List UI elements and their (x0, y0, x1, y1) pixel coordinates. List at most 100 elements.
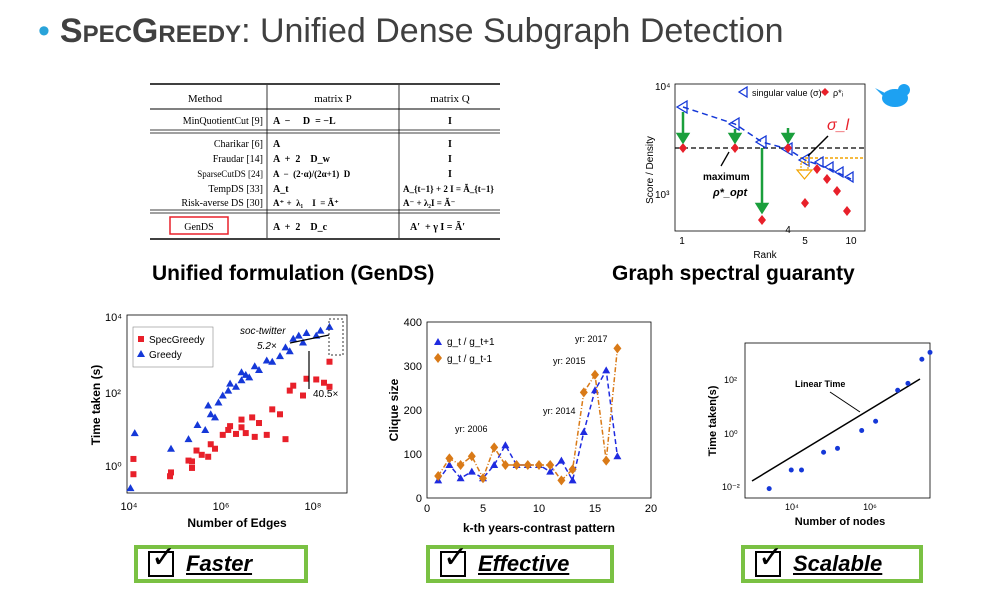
chart2-orange-point (501, 460, 510, 470)
legend-sv-label: singular value (σ) (752, 88, 822, 98)
chart3-ytick-2: 10² (724, 375, 737, 385)
chart2-orange-point (546, 460, 555, 470)
slide-title: • SpecGreedy: Unified Dense Subgraph Dete… (38, 12, 784, 51)
caption-unified: Unified formulation (GenDS) (152, 262, 435, 285)
table-q-5: A⁻ + λ₂I = Ã⁻ (403, 198, 456, 208)
rho-markers (679, 143, 851, 225)
specgreedy-point (326, 358, 333, 365)
orange-arrow-icon (795, 161, 814, 180)
specgreedy-point (168, 469, 174, 476)
chart2-xlabel: k-th years-contrast pattern (463, 521, 615, 535)
chart2-legend-orange: g_t / g_t-1 (447, 354, 492, 365)
chart2-blue-point (445, 461, 454, 468)
specgreedy-point (167, 473, 174, 480)
spectral-xtick-4: 4 (785, 225, 791, 236)
table-p-3: A − (2·α)/(2α+1) D (273, 169, 351, 179)
specgreedy-point (227, 423, 234, 430)
specgreedy-point (251, 433, 258, 440)
greedy-point (302, 328, 311, 336)
chart1-highlight-box (328, 318, 344, 356)
legend-sv-marker (737, 85, 748, 99)
chart2-ylabel: Clique size (387, 378, 401, 441)
maximum-arrow (720, 151, 730, 167)
chart2-orange-point (445, 453, 454, 464)
specgreedy-point (188, 464, 195, 471)
table-header-method: Method (188, 93, 223, 105)
chart1-xtick-1: 10⁶ (213, 501, 230, 513)
greedy-point (289, 334, 298, 342)
table-p-5: A⁺ + λ₁ I = Ã⁺ (273, 198, 339, 208)
chart2-series-line (437, 348, 619, 482)
table-q-3: I (448, 169, 452, 180)
table-header-q: matrix Q (430, 93, 469, 105)
spectral-ytick-mid: 10³ (655, 190, 670, 201)
chart3-point (788, 467, 794, 473)
chart1-xtick-2: 10⁸ (305, 501, 322, 513)
table-method-6: GenDS (184, 222, 213, 233)
maximum-label: maximum (703, 172, 750, 183)
rho-opt-label: ρ*_opt (712, 187, 748, 199)
spectral-xlabel: Rank (753, 250, 777, 261)
caption-spectral: Graph spectral guaranty (612, 262, 855, 285)
chart2-blue-point (568, 476, 577, 484)
specgreedy-point (188, 458, 195, 465)
chart3-fit-arrow (829, 391, 861, 413)
chart2-orange-point (591, 369, 599, 380)
table-q-2: I (448, 154, 452, 165)
specgreedy-point (193, 447, 200, 454)
chart3-fit-line (751, 378, 921, 482)
chart2-orange-point (557, 475, 566, 486)
formulation-table: Method matrix P matrix Q MinQuotientCut … (150, 83, 500, 240)
faster-badge: ✓ Faster (134, 543, 308, 583)
chart2-blue-point (557, 456, 566, 464)
title-rest: : Unified Dense Subgraph Detection (241, 12, 784, 50)
scalable-label: Scalable (793, 551, 883, 576)
chart1-arrow-1 (289, 334, 330, 344)
faster-check-icon: ✓ (148, 543, 176, 577)
edges-time-chart: 10⁰ 10² 10⁴ 10⁴ 10⁶ 10⁸ Number of Edges … (89, 312, 348, 530)
chart2-orange-point (613, 343, 622, 354)
greedy-point (268, 357, 277, 365)
legend-rho-label: ρ*ᵢ (833, 88, 843, 98)
chart2-orange-point (512, 460, 521, 470)
chart3-point (799, 467, 805, 473)
specgreedy-point (207, 441, 214, 448)
chart2-orange-point (456, 460, 465, 470)
specgreedy-point (276, 411, 283, 418)
title-brand: SpecGreedy (59, 12, 242, 50)
table-p-2: A + 2 D_w (273, 154, 331, 165)
chart2-ytick: 400 (404, 317, 422, 329)
specgreedy-point (249, 414, 256, 421)
chart2-orange-point (568, 464, 577, 475)
spectral-xtick-1: 1 (679, 236, 685, 247)
twitter-bird-icon (875, 84, 910, 107)
chart1-ytick-0: 10⁰ (105, 461, 122, 473)
effective-check-icon: ✓ (440, 543, 468, 577)
effective-badge: ✓ Effective (426, 543, 614, 583)
specgreedy-point (238, 416, 245, 423)
greedy-point (206, 410, 215, 418)
table-p-1: A (273, 139, 281, 150)
chart3-point (895, 387, 901, 393)
specgreedy-point (232, 430, 239, 437)
table-q-6: A′ + γ I = Ã′ (410, 221, 465, 233)
chart2-blue-point (490, 461, 499, 468)
greedy-point (250, 362, 259, 370)
greedy-point (237, 368, 246, 376)
chart2-orange-point (523, 460, 532, 470)
sigma-arrow (807, 135, 829, 157)
specgreedy-point (198, 451, 205, 458)
greedy-point (231, 382, 240, 390)
chart1-legend-greedy-marker (137, 350, 145, 357)
chart2-orange-point (434, 471, 443, 481)
greedy-point (285, 347, 294, 355)
chart2-yr2006: yr: 2006 (455, 424, 488, 434)
table-method-2: Fraudar [14] (213, 154, 263, 165)
greedy-point (201, 425, 210, 433)
specgreedy-point (303, 375, 310, 382)
chart3-xlabel: Number of nodes (795, 516, 885, 528)
specgreedy-point (130, 455, 137, 462)
chart3-ylabel: Time taken(s) (707, 385, 719, 456)
table-method-5: Risk-averse DS [30] (181, 198, 263, 209)
chart3-point (821, 449, 827, 455)
